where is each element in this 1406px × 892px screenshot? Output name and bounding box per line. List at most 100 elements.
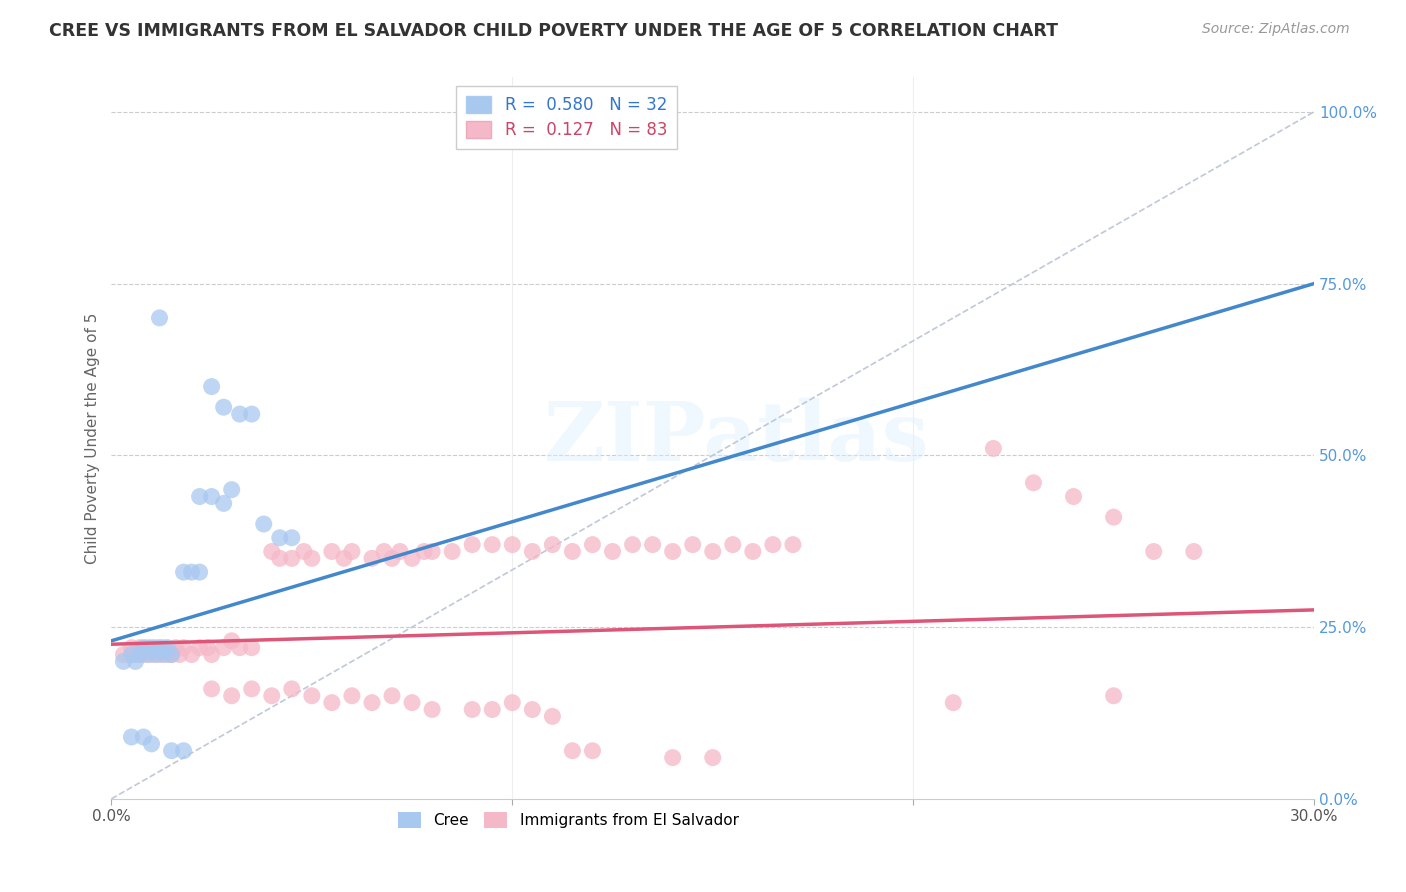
Point xyxy=(333,551,356,566)
Point xyxy=(188,490,211,504)
Point xyxy=(188,565,211,579)
Point xyxy=(152,648,174,662)
Point xyxy=(112,648,135,662)
Point xyxy=(156,648,179,662)
Point xyxy=(120,640,142,655)
Point xyxy=(481,702,503,716)
Point xyxy=(124,655,146,669)
Point xyxy=(260,544,283,558)
Point xyxy=(361,551,384,566)
Point xyxy=(782,538,804,552)
Text: ZIPatlas: ZIPatlas xyxy=(544,398,929,478)
Point xyxy=(120,648,142,662)
Point xyxy=(212,640,235,655)
Point xyxy=(201,379,224,393)
Point xyxy=(461,702,484,716)
Point xyxy=(141,640,163,655)
Point xyxy=(145,640,167,655)
Text: CREE VS IMMIGRANTS FROM EL SALVADOR CHILD POVERTY UNDER THE AGE OF 5 CORRELATION: CREE VS IMMIGRANTS FROM EL SALVADOR CHIL… xyxy=(49,22,1059,40)
Point xyxy=(1182,544,1205,558)
Y-axis label: Child Poverty Under the Age of 5: Child Poverty Under the Age of 5 xyxy=(86,312,100,564)
Point xyxy=(180,648,202,662)
Point xyxy=(321,544,343,558)
Point xyxy=(173,744,195,758)
Point xyxy=(602,544,624,558)
Point xyxy=(340,544,363,558)
Point xyxy=(269,551,291,566)
Point xyxy=(461,538,484,552)
Point xyxy=(240,407,263,421)
Point xyxy=(541,709,564,723)
Point xyxy=(136,648,159,662)
Point xyxy=(702,544,724,558)
Point xyxy=(281,551,304,566)
Point xyxy=(501,538,523,552)
Point xyxy=(260,689,283,703)
Point xyxy=(169,648,191,662)
Point xyxy=(152,640,174,655)
Point xyxy=(1143,544,1166,558)
Point xyxy=(721,538,744,552)
Point xyxy=(621,538,644,552)
Point xyxy=(1063,490,1085,504)
Point xyxy=(269,531,291,545)
Point xyxy=(381,551,404,566)
Point xyxy=(173,565,195,579)
Point xyxy=(389,544,412,558)
Point xyxy=(128,648,150,662)
Point xyxy=(361,696,384,710)
Point xyxy=(221,483,243,497)
Point xyxy=(120,730,142,744)
Point xyxy=(201,648,224,662)
Point xyxy=(581,744,603,758)
Legend: Cree, Immigrants from El Salvador: Cree, Immigrants from El Salvador xyxy=(392,806,745,835)
Point xyxy=(212,496,235,510)
Point xyxy=(124,648,146,662)
Point xyxy=(420,544,443,558)
Point xyxy=(132,648,155,662)
Point xyxy=(420,702,443,716)
Point xyxy=(581,538,603,552)
Point xyxy=(148,640,170,655)
Point xyxy=(228,407,250,421)
Point xyxy=(292,544,315,558)
Point xyxy=(188,640,211,655)
Point xyxy=(413,544,436,558)
Point xyxy=(401,551,423,566)
Point xyxy=(160,648,183,662)
Point xyxy=(201,490,224,504)
Point xyxy=(112,655,135,669)
Point xyxy=(661,544,683,558)
Point xyxy=(501,696,523,710)
Point xyxy=(136,640,159,655)
Point xyxy=(381,689,404,703)
Point xyxy=(132,730,155,744)
Point xyxy=(141,648,163,662)
Point xyxy=(1102,689,1125,703)
Point xyxy=(561,544,583,558)
Point xyxy=(253,516,276,531)
Point xyxy=(741,544,763,558)
Point xyxy=(1022,475,1045,490)
Point xyxy=(240,681,263,696)
Point xyxy=(160,648,183,662)
Point xyxy=(661,750,683,764)
Point xyxy=(180,565,202,579)
Point xyxy=(221,689,243,703)
Point xyxy=(340,689,363,703)
Point xyxy=(160,744,183,758)
Point xyxy=(641,538,664,552)
Point xyxy=(561,744,583,758)
Point xyxy=(148,310,170,325)
Point xyxy=(702,750,724,764)
Point xyxy=(522,544,544,558)
Point xyxy=(201,681,224,696)
Point xyxy=(321,696,343,710)
Point xyxy=(522,702,544,716)
Point xyxy=(240,640,263,655)
Text: Source: ZipAtlas.com: Source: ZipAtlas.com xyxy=(1202,22,1350,37)
Point xyxy=(301,551,323,566)
Point xyxy=(165,640,187,655)
Point xyxy=(942,696,965,710)
Point xyxy=(401,696,423,710)
